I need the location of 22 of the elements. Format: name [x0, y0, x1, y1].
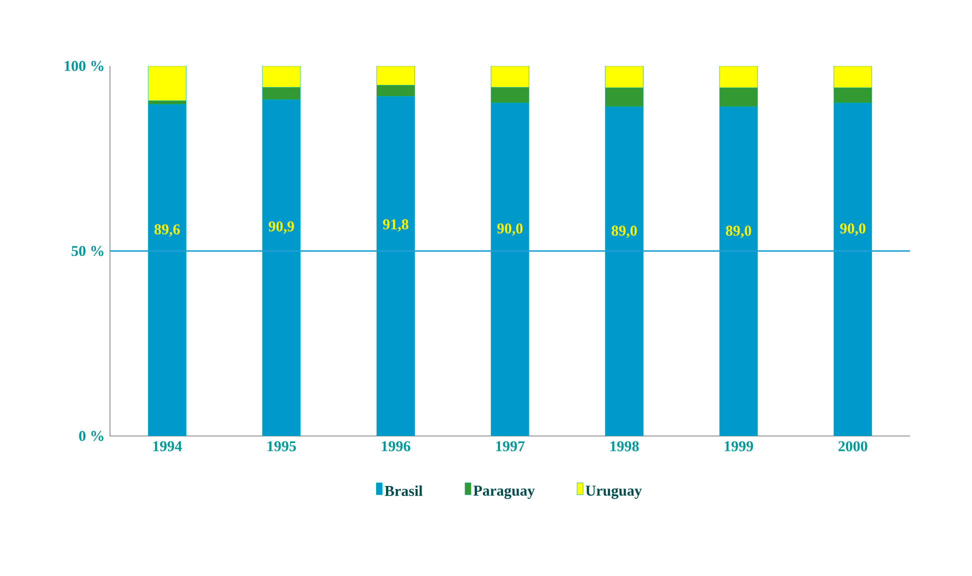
x-tick-label: 1994	[153, 441, 182, 452]
bar	[148, 66, 186, 101]
data-label: 89,0	[726, 226, 752, 238]
x-tick-label: 1997	[496, 441, 525, 452]
data-label: 89,6	[154, 224, 180, 237]
legend-label: Brasil	[384, 485, 423, 496]
x-tick-label: 2000	[838, 441, 868, 452]
x-tick-label: 1998	[610, 441, 639, 452]
y-tick-label: 100 %	[64, 60, 104, 72]
x-tick-label: 1999	[724, 441, 754, 452]
data-label: 90,0	[840, 223, 866, 236]
data-label: 90,0	[497, 223, 523, 236]
legend-label: Uruguay	[586, 486, 642, 499]
data-label: 90,9	[268, 221, 294, 234]
y-tick-label: 0 %	[79, 430, 104, 442]
x-tick-label: 1996	[382, 441, 410, 452]
data-label: 89,0	[612, 226, 637, 238]
data-label: 91,8	[383, 219, 408, 232]
x-tick-label: 1995	[268, 441, 296, 452]
bar	[148, 104, 186, 436]
y-tick-label: 50 %	[72, 246, 104, 256]
legend-label: Paraguay	[473, 486, 535, 499]
